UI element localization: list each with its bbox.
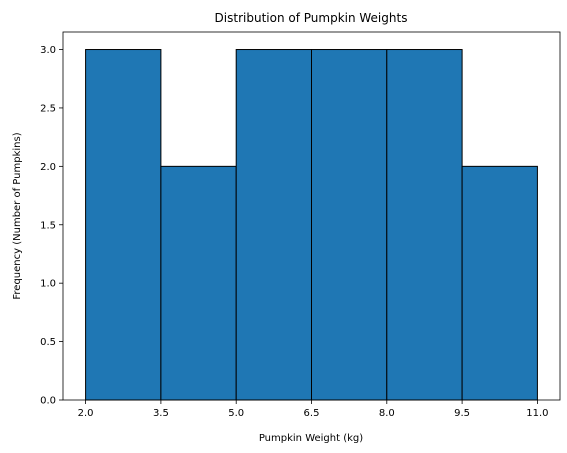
y-tick-label: 2.5 xyxy=(40,103,56,114)
y-tick-label: 3.0 xyxy=(40,45,56,56)
chart-title: Distribution of Pumpkin Weights xyxy=(215,11,408,25)
y-tick-label: 0.5 xyxy=(40,337,56,348)
histogram-bar xyxy=(160,165,237,401)
y-axis-label: Frequency (Number of Pumpkins) xyxy=(12,132,23,299)
y-tick-label: 2.0 xyxy=(40,162,56,173)
x-tick-label: 8.0 xyxy=(379,408,395,419)
x-tick-label: 11.0 xyxy=(526,408,548,419)
x-axis-ticks: 2.0 3.5 5.0 6.5 8.0 9.5 11.0 xyxy=(78,400,549,419)
x-tick-label: 9.5 xyxy=(454,408,470,419)
bars-group xyxy=(85,49,538,401)
x-tick-label: 3.5 xyxy=(153,408,169,419)
histogram-bar xyxy=(386,49,463,401)
y-axis-ticks: 0.0 0.5 1.0 1.5 2.0 2.5 3.0 xyxy=(40,45,63,407)
histogram-bar xyxy=(85,49,162,401)
histogram-bar xyxy=(235,49,313,401)
x-tick-label: 6.5 xyxy=(304,408,320,419)
histogram-bar xyxy=(311,49,388,401)
x-tick-label: 2.0 xyxy=(78,408,94,419)
histogram-bar xyxy=(461,165,538,401)
x-axis-label: Pumpkin Weight (kg) xyxy=(259,433,363,444)
x-tick-label: 5.0 xyxy=(228,408,244,419)
y-tick-label: 1.0 xyxy=(40,279,56,290)
y-tick-label: 0.0 xyxy=(40,396,56,407)
y-tick-label: 1.5 xyxy=(40,220,56,231)
